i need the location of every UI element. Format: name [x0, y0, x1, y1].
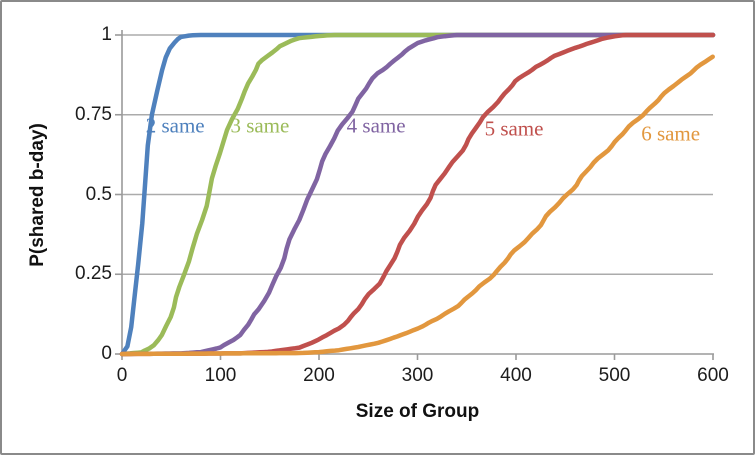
curve-label-5-same: 5 same	[484, 116, 544, 141]
x-axis-title: Size of Group	[355, 401, 480, 422]
curve-label-6-same: 6 same	[641, 121, 701, 146]
x-tick-label-0: 0	[116, 365, 128, 386]
y-tick-label-0.5: 0.5	[85, 183, 112, 205]
curve-label-2-same: 2 same	[145, 113, 205, 138]
x-tick-label-500: 500	[598, 365, 631, 386]
y-tick-label-0.75: 0.75	[75, 103, 112, 125]
x-tick-label-100: 100	[204, 365, 237, 386]
x-tick-label-200: 200	[303, 365, 335, 386]
curve-label-3-same: 3 same	[230, 113, 290, 138]
y-tick-label-1: 1	[101, 24, 112, 45]
x-tick-label-600: 600	[697, 365, 729, 386]
y-tick-label-0.25: 0.25	[75, 263, 112, 285]
y-axis-title: P(shared b-day)	[27, 123, 48, 267]
curve-label-4-same: 4 same	[346, 113, 406, 138]
series-curve-6-same	[119, 54, 715, 357]
x-tick-label-400: 400	[500, 365, 532, 386]
x-tick-label-300: 300	[401, 365, 434, 386]
y-tick-label-0: 0	[101, 343, 112, 364]
